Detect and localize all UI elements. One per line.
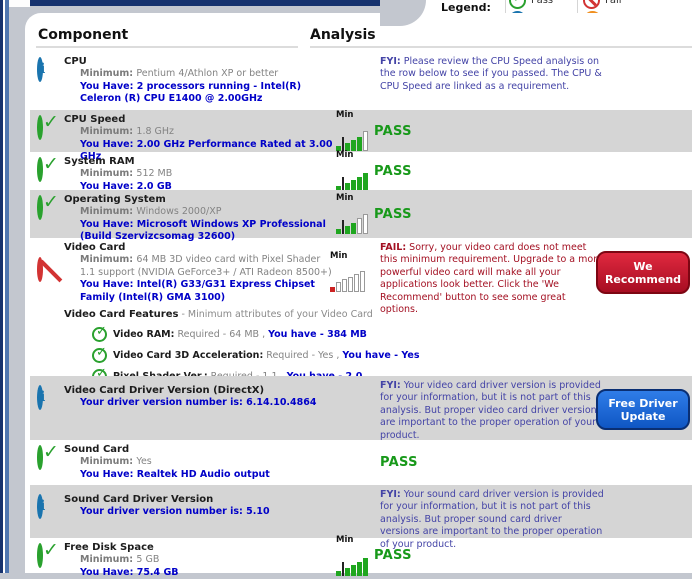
result-pass: PASS [380, 455, 418, 470]
min-marker-label: Min [336, 150, 353, 160]
performance-meter: Min [330, 252, 365, 292]
legend-item-label: Fail [605, 0, 622, 7]
row-video-card-features: Video Card Features - Minimum attributes… [30, 306, 692, 376]
row-system-ram: System RAM Minimum: 512 MB You Have: 2.0… [30, 152, 692, 190]
legend-item-pass: Pass [509, 0, 553, 9]
performance-meter: Min [336, 151, 368, 191]
min-marker-label: Min [336, 110, 353, 120]
row-free-disk-space: Free Disk Space Minimum: 5 GB You Have: … [30, 538, 692, 573]
analysis-panel: Component Analysis CPU Minimum: Pentium … [25, 13, 692, 573]
fail-icon [37, 257, 43, 282]
min-marker-label: Min [336, 535, 353, 545]
min-marker-label: Min [330, 251, 347, 261]
row-sound-card-driver: Sound Card Driver Version Your driver ve… [30, 485, 692, 538]
component-column-header: Component [38, 27, 128, 43]
driver-version-line: Your driver version number is: 6.14.10.4… [80, 397, 336, 410]
component-rows: CPU Minimum: Pentium 4/Athlon XP or bett… [30, 52, 692, 573]
pass-icon [509, 0, 526, 9]
row-title: Video Card [64, 241, 336, 254]
performance-meter: Min [336, 536, 368, 576]
result-pass: PASS [374, 207, 412, 222]
row-title: Sound Card Driver Version [64, 493, 336, 506]
min-marker-label: Min [336, 193, 353, 203]
component-header-rule [36, 46, 298, 48]
feature-video-ram: Video RAM: Required - 64 MB , You have -… [92, 327, 692, 342]
left-edge-blue-stripe [5, 0, 9, 573]
fyi-text: FYI: Your video card driver version is p… [380, 380, 604, 442]
row-title: Operating System [64, 193, 336, 206]
pass-icon [37, 157, 43, 182]
row-sound-card: Sound Card Minimum: Yes You Have: Realte… [30, 440, 692, 485]
you-have-line: You Have: Intel(R) G33/G31 Express Chips… [80, 279, 336, 304]
pass-icon [37, 543, 43, 568]
analysis-column-header: Analysis [310, 27, 376, 43]
performance-meter: Min [336, 194, 368, 234]
feature-3d-acceleration: Video Card 3D Acceleration: Required - Y… [92, 348, 692, 363]
pass-icon [92, 327, 107, 342]
legend-item-fail: Fail [583, 0, 622, 9]
minimum-line: Minimum: 5 GB [80, 554, 336, 567]
pass-icon [37, 445, 43, 470]
row-title: Video Card Driver Version (DirectX) [64, 384, 336, 397]
we-recommend-button[interactable]: We Recommend [596, 251, 690, 294]
minimum-line: Minimum: Yes [80, 456, 336, 469]
row-title: CPU Speed [64, 113, 336, 126]
minimum-line: Minimum: Windows 2000/XP [80, 206, 336, 219]
analysis-header-rule [310, 46, 692, 48]
result-pass: PASS [374, 124, 412, 139]
row-title: Sound Card [64, 443, 336, 456]
pass-icon [92, 348, 107, 363]
you-have-line: You Have: 2 processors running - Intel(R… [80, 81, 336, 106]
performance-meter: Min [336, 111, 368, 151]
minimum-line: Minimum: Pentium 4/Athlon XP or better [80, 68, 336, 81]
pass-icon [37, 115, 43, 140]
row-video-card: Video Card Minimum: 64 MB 3D video card … [30, 238, 692, 306]
fail-icon [583, 0, 600, 9]
info-icon [37, 385, 43, 410]
row-operating-system: Operating System Minimum: Windows 2000/X… [30, 190, 692, 238]
row-title: CPU [64, 55, 336, 68]
fail-text: FAIL: Sorry, your video card does not me… [380, 242, 604, 316]
top-gap [9, 0, 30, 7]
free-driver-update-button[interactable]: Free Driver Update [596, 389, 690, 430]
row-cpu-speed: CPU Speed Minimum: 1.8 GHz You Have: 2.0… [30, 110, 692, 152]
pass-icon [37, 195, 43, 220]
result-pass: PASS [374, 164, 412, 179]
minimum-line: Minimum: 1.8 GHz [80, 126, 336, 139]
minimum-line: Minimum: 64 MB 3D video card with Pixel … [80, 254, 336, 279]
result-pass: PASS [374, 548, 412, 563]
fyi-text: FYI: Please review the CPU Speed analysi… [380, 56, 604, 93]
legend-item-label: Pass [531, 0, 553, 7]
row-title: Free Disk Space [64, 541, 336, 554]
minimum-line: Minimum: 512 MB [80, 168, 336, 181]
you-have-line: You Have: Realtek HD Audio output [80, 469, 336, 482]
row-video-card-driver: Video Card Driver Version (DirectX) Your… [30, 376, 692, 440]
row-title: System RAM [64, 155, 336, 168]
info-icon [37, 57, 43, 82]
driver-version-line: Your driver version number is: 5.10 [80, 506, 336, 519]
info-icon [37, 494, 43, 519]
row-cpu: CPU Minimum: Pentium 4/Athlon XP or bett… [30, 52, 692, 110]
top-navy-bar [30, 0, 412, 6]
